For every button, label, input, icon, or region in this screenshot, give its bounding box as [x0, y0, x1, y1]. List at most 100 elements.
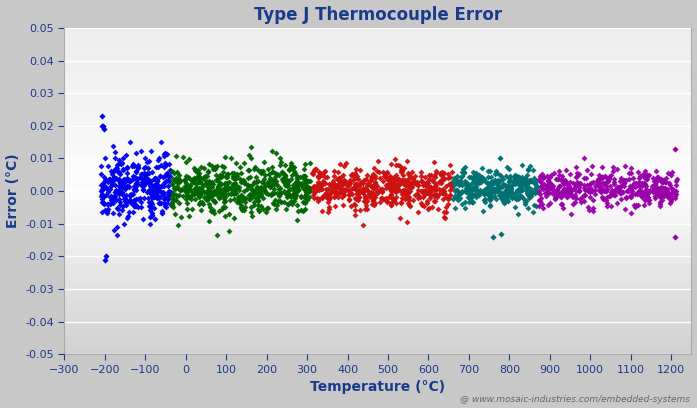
Point: [651, 174, 662, 180]
Point: [535, 179, 546, 186]
Point: [565, 178, 576, 185]
Point: [279, 172, 291, 179]
Point: [583, 187, 595, 193]
Point: [377, 177, 388, 184]
Point: [396, 195, 407, 202]
Point: [297, 183, 308, 189]
Point: [380, 195, 391, 202]
Point: [130, 203, 141, 209]
Point: [332, 183, 343, 190]
Point: [316, 181, 327, 188]
Point: [393, 175, 404, 182]
Point: [167, 193, 178, 200]
Point: [385, 181, 397, 187]
Point: [282, 178, 293, 185]
Point: [542, 189, 553, 195]
Point: [351, 181, 362, 187]
Point: [126, 163, 137, 169]
Point: [464, 186, 475, 193]
Point: [155, 162, 167, 169]
Point: [113, 211, 124, 217]
Point: [397, 186, 408, 193]
Point: [349, 183, 360, 189]
Point: [358, 197, 369, 204]
Point: [613, 185, 625, 191]
Point: [561, 166, 572, 173]
Point: [109, 188, 120, 195]
Point: [420, 186, 431, 193]
Point: [279, 175, 291, 182]
Point: [158, 164, 169, 171]
Point: [512, 192, 523, 199]
Point: [496, 194, 507, 201]
Point: [670, 191, 681, 197]
Point: [168, 170, 179, 176]
Point: [147, 213, 158, 220]
Point: [381, 199, 392, 205]
Point: [493, 183, 505, 190]
Point: [390, 200, 401, 206]
Point: [364, 191, 375, 197]
Point: [351, 186, 362, 193]
Point: [131, 181, 142, 187]
Point: [556, 173, 567, 180]
Point: [114, 180, 125, 186]
Point: [305, 188, 316, 195]
Point: [533, 197, 544, 204]
Point: [291, 192, 302, 198]
Point: [521, 177, 533, 183]
Point: [152, 187, 163, 194]
Point: [636, 193, 647, 200]
Point: [132, 175, 143, 182]
Point: [671, 182, 682, 188]
Point: [622, 186, 634, 193]
Point: [670, 145, 681, 152]
Point: [194, 178, 205, 184]
Point: [664, 180, 675, 186]
Point: [291, 177, 302, 184]
Point: [648, 189, 659, 195]
Point: [525, 193, 536, 200]
Point: [220, 180, 231, 187]
Point: [112, 205, 123, 211]
Point: [180, 185, 191, 192]
Point: [622, 187, 634, 194]
Point: [579, 192, 590, 198]
Point: [406, 184, 418, 191]
Point: [129, 202, 140, 208]
Point: [626, 170, 637, 177]
Point: [521, 187, 533, 194]
Point: [503, 179, 514, 185]
Point: [118, 203, 129, 210]
Point: [207, 197, 218, 204]
Point: [332, 175, 344, 182]
Point: [132, 175, 143, 182]
Point: [223, 210, 234, 217]
Point: [510, 175, 521, 182]
Point: [634, 175, 645, 181]
Point: [483, 195, 494, 202]
Point: [120, 198, 131, 204]
Point: [642, 193, 653, 200]
Point: [516, 193, 527, 200]
Point: [104, 176, 115, 182]
Point: [290, 195, 301, 202]
Point: [233, 195, 245, 201]
Point: [505, 176, 516, 183]
Point: [266, 190, 277, 196]
Point: [253, 166, 264, 173]
Point: [631, 180, 642, 187]
Point: [109, 193, 120, 200]
Point: [501, 195, 512, 202]
Point: [171, 182, 183, 189]
Point: [533, 176, 544, 182]
Point: [385, 191, 397, 197]
Point: [484, 202, 496, 208]
Point: [118, 182, 130, 188]
Point: [137, 186, 148, 193]
Point: [625, 194, 636, 201]
Point: [276, 189, 287, 196]
Point: [192, 173, 204, 180]
Point: [608, 164, 619, 171]
Point: [640, 175, 651, 182]
